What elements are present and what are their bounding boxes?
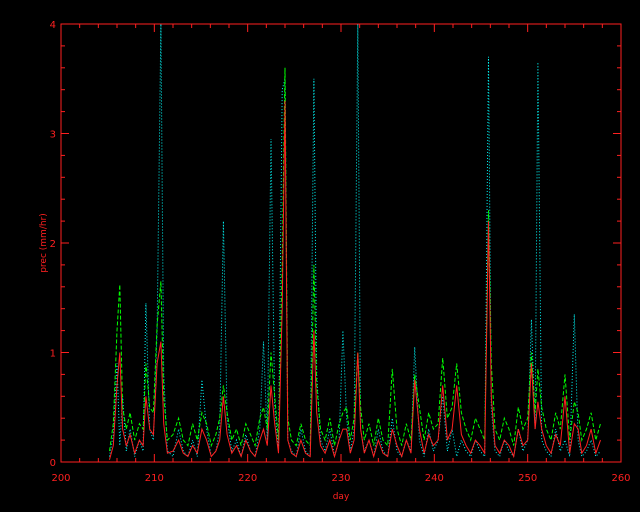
x-axis-title: day xyxy=(333,492,350,502)
series-line-solid xyxy=(109,100,601,460)
y-axis-title: prec (mm/hr) xyxy=(39,213,49,273)
x-tick-label: 240 xyxy=(425,473,444,484)
x-tick-label: 200 xyxy=(51,473,70,484)
y-tick-label: 4 xyxy=(50,20,56,31)
x-tick-label: 250 xyxy=(518,473,537,484)
x-tick-label: 230 xyxy=(331,473,350,484)
x-tick-label: 210 xyxy=(145,473,164,484)
y-tick-label: 0 xyxy=(50,458,56,469)
x-tick-label: 260 xyxy=(611,473,630,484)
y-tick-label: 2 xyxy=(50,239,56,250)
y-tick-label: 3 xyxy=(50,130,56,141)
x-tick-label: 220 xyxy=(238,473,257,484)
series-line-dashed xyxy=(109,67,601,452)
y-tick-label: 1 xyxy=(50,349,56,360)
series-layer xyxy=(109,23,601,460)
ticks-layer: 200 210 220 230 240 250 260 0 1 2 3 4 xyxy=(50,20,631,484)
